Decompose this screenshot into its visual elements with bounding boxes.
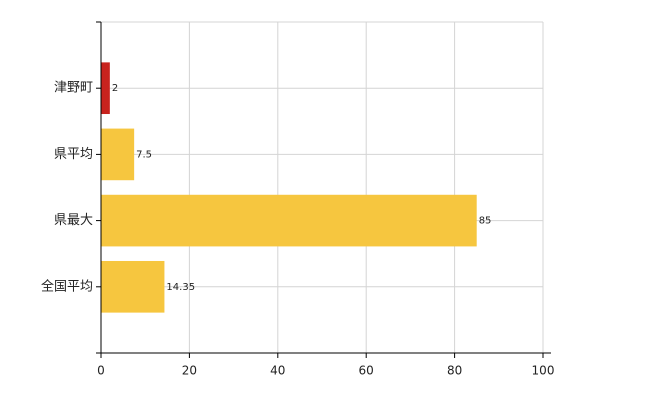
bar: [101, 194, 477, 247]
value-label: 85: [479, 216, 492, 227]
x-tick-label: 80: [447, 364, 462, 378]
y-tick-label: 全国平均: [41, 278, 93, 294]
value-label: 14.35: [166, 282, 195, 293]
bar: [101, 62, 110, 115]
y-tick-label: 県平均: [54, 147, 93, 162]
value-label: 2: [112, 83, 118, 94]
x-tick-label: 100: [532, 364, 555, 378]
x-tick-label: 40: [270, 364, 285, 378]
x-tick-label: 60: [359, 364, 374, 378]
x-tick-label: 20: [182, 364, 197, 378]
value-label: 7.5: [136, 149, 152, 160]
bar: [101, 260, 165, 313]
y-tick-label: 津野町: [54, 81, 93, 96]
y-tick-label: 県最大: [54, 213, 93, 228]
bar: [101, 128, 135, 181]
x-tick-label: 0: [97, 364, 105, 378]
